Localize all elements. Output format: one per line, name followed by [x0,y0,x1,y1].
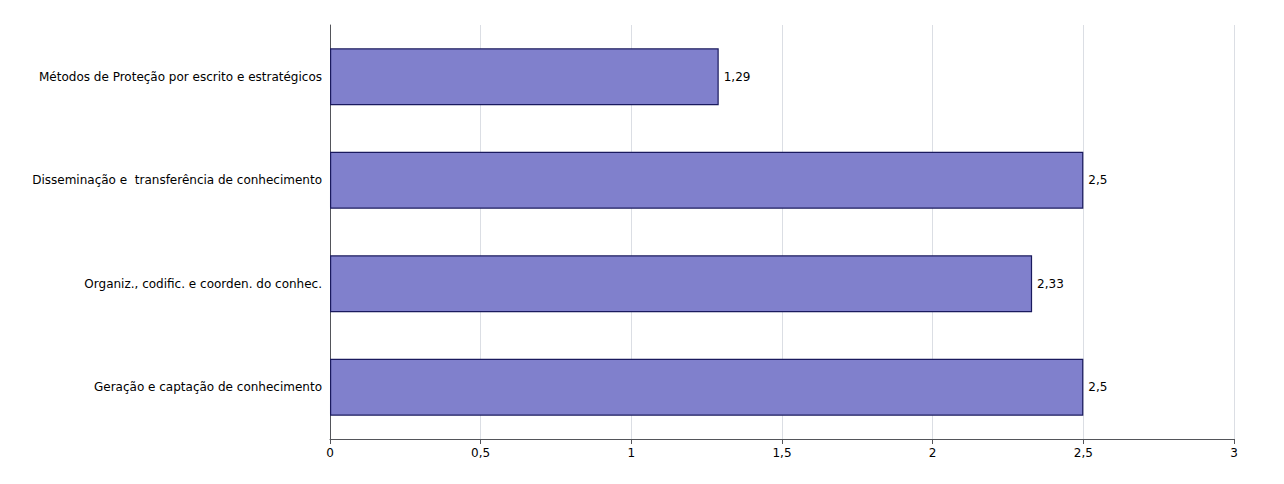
svg-text:2: 2 [929,446,937,460]
svg-text:Geração e captação de conhecim: Geração e captação de conhecimento [94,380,322,394]
svg-text:0: 0 [326,446,334,460]
svg-text:1,5: 1,5 [772,446,791,460]
svg-text:2,5: 2,5 [1088,173,1107,187]
svg-text:Métodos de Proteção por escrit: Métodos de Proteção por escrito e estrat… [39,70,322,84]
svg-text:2,33: 2,33 [1037,277,1064,291]
svg-text:1: 1 [628,446,636,460]
svg-text:2,5: 2,5 [1088,380,1107,394]
svg-text:1,29: 1,29 [724,70,751,84]
svg-text:Organiz., codific. e coorden.: Organiz., codific. e coorden. do conhec. [84,277,322,291]
svg-text:Disseminação e transferência: Disseminação e transferência de conhecim… [32,173,322,187]
svg-text:0,5: 0,5 [471,446,490,460]
svg-text:2,5: 2,5 [1074,446,1093,460]
svg-text:3: 3 [1230,446,1238,460]
